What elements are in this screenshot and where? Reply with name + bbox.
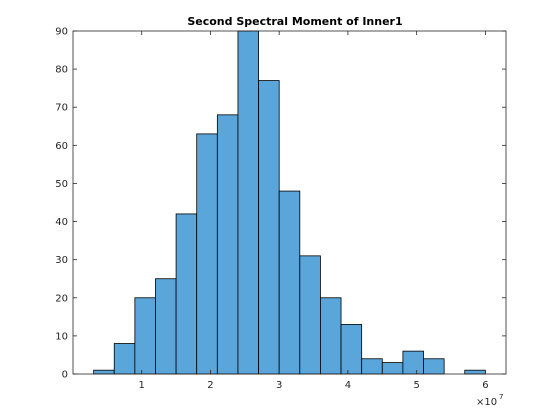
chart-title: Second Spectral Moment of Inner1 <box>187 15 402 28</box>
y-tick-label: 30 <box>55 255 68 266</box>
x-tick-label: 3 <box>276 380 282 391</box>
histogram-bar-6 <box>216 114 239 375</box>
y-tick-label: 80 <box>55 65 68 76</box>
histogram-bar-2 <box>134 297 156 375</box>
axes-group: 0 10 20 30 40 50 60 70 80 90 1 2 3 4 5 6 <box>55 27 507 391</box>
y-tick-label: 0 <box>62 370 68 381</box>
x-tick-label: 4 <box>345 380 351 391</box>
histogram-bar-4 <box>175 213 198 375</box>
y-tick-label: 60 <box>55 141 68 152</box>
histogram-bar-18 <box>464 369 486 375</box>
x-tick-label: 1 <box>139 380 145 391</box>
histogram-bar-5 <box>196 133 218 375</box>
y-tick-label: 90 <box>55 27 68 38</box>
y-tick-label: 10 <box>55 331 68 342</box>
histogram-bar-12 <box>340 324 363 375</box>
histogram-bar-14 <box>381 362 404 375</box>
bars-group <box>93 30 486 375</box>
x-axis-exponent-label: ×10 7 <box>476 393 503 408</box>
histogram-bar-16 <box>423 358 445 375</box>
y-tick-label: 40 <box>55 217 68 228</box>
y-tick-label: 50 <box>55 179 68 190</box>
histogram-bar-11 <box>320 297 342 375</box>
histogram-bar-13 <box>361 358 383 375</box>
plot-frame <box>72 30 507 375</box>
x-tick-label: 5 <box>413 380 419 391</box>
histogram-bar-0 <box>93 369 115 375</box>
histogram-bar-10 <box>299 255 321 375</box>
histogram-bar-7 <box>237 30 259 375</box>
histogram-bar-9 <box>278 190 301 375</box>
histogram-bar-15 <box>402 350 424 375</box>
x-tick-label: 6 <box>482 380 488 391</box>
y-tick-label: 70 <box>55 103 68 114</box>
histogram-bar-8 <box>258 80 280 375</box>
x-tick-label: 2 <box>207 380 213 391</box>
x-exponent-base: ×10 <box>476 397 497 408</box>
x-exponent-power: 7 <box>499 393 503 401</box>
histogram-bar-3 <box>155 278 177 375</box>
y-tick-label: 20 <box>55 293 68 304</box>
histogram-bar-1 <box>113 343 136 375</box>
